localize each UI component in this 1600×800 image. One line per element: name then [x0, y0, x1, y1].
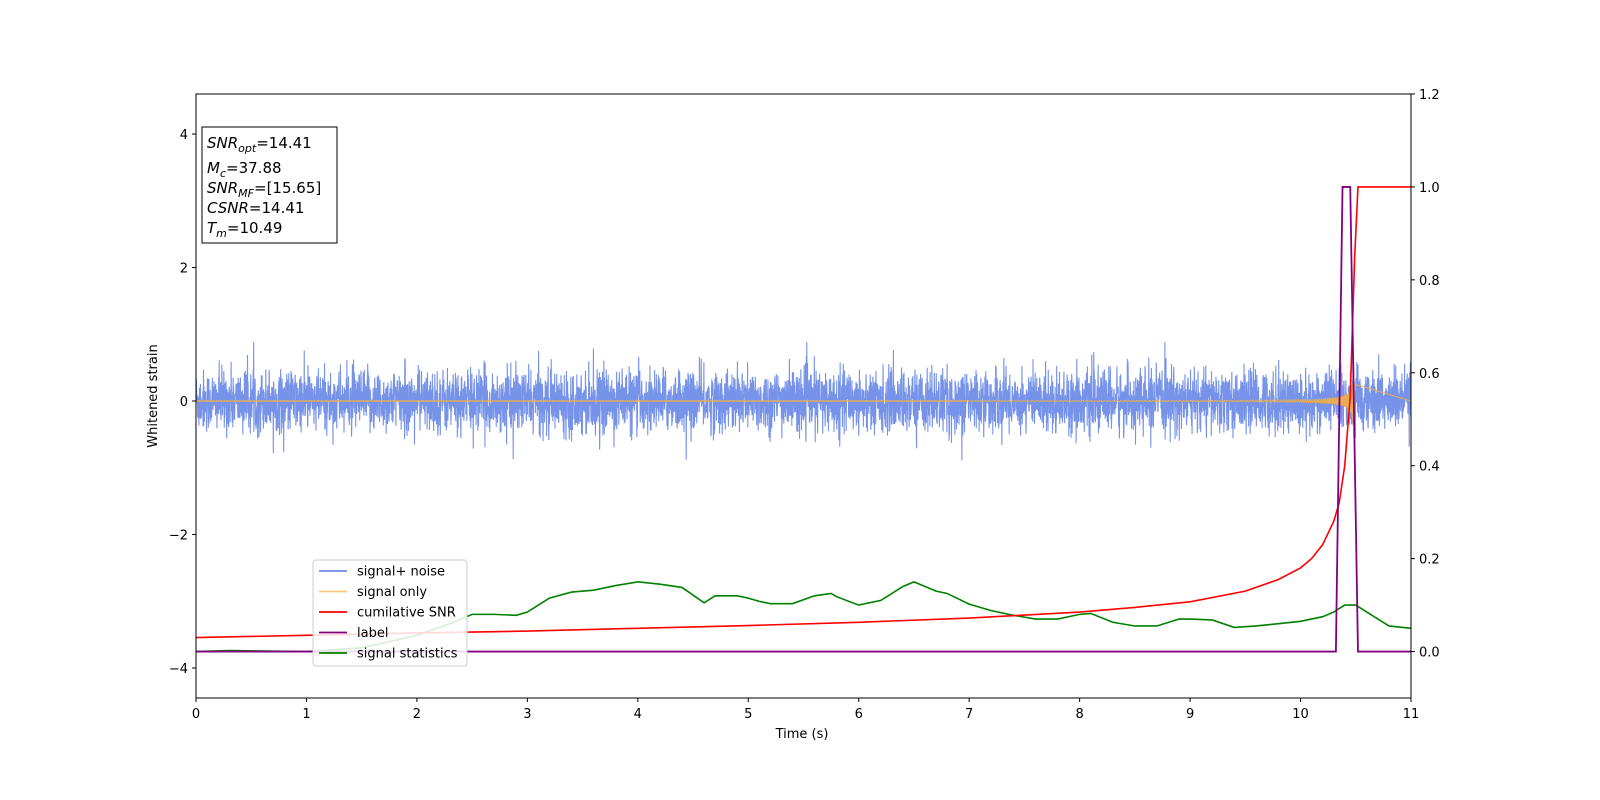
y2-tick-label: 0.4: [1419, 460, 1440, 475]
x-tick-label: 3: [523, 707, 531, 722]
y-tick-label: 2: [180, 262, 188, 277]
series-signal-statistics: [196, 580, 1411, 653]
x-axis: 0 1 2 3 4 5 6 7 8 9 10 11: [192, 698, 1419, 722]
x-tick-label: 0: [192, 707, 200, 722]
legend-label: cumilative SNR: [357, 606, 456, 621]
series-cumulative-snr: [196, 186, 1411, 639]
y-tick-label: 0: [180, 395, 188, 410]
y-axis-right: 0.0 0.2 0.4 0.6 0.8 1.0 1.2: [1411, 88, 1440, 661]
annotation-snr-opt: SNRopt=14.41: [207, 134, 312, 155]
series-layer: [196, 186, 1411, 653]
x-tick-label: 9: [1186, 707, 1194, 722]
y-tick-label: 4: [180, 128, 188, 143]
series-signal-noise: [196, 342, 1411, 461]
y2-tick-label: 0.6: [1419, 367, 1440, 382]
annotation-snr-mf: SNRMF=[15.65]: [207, 179, 321, 200]
x-tick-label: 10: [1292, 707, 1309, 722]
legend: signal+ noise signal only cumilative SNR la…: [312, 559, 468, 667]
legend-label: signal+ noise: [357, 565, 445, 580]
series-signal-only: [969, 362, 1411, 439]
x-tick-label: 4: [634, 707, 642, 722]
annotation-csnr: CSNR=14.41: [207, 199, 304, 217]
annotation-mc: Mc=37.88: [207, 159, 282, 180]
annotation-tm: Tm=10.49: [207, 219, 282, 240]
legend-label: signal statistics: [357, 647, 458, 662]
y-tick-label: −4: [169, 662, 188, 677]
plot-frame: [195, 93, 1412, 699]
y2-tick-label: 0.2: [1419, 553, 1440, 568]
x-tick-label: 11: [1403, 707, 1420, 722]
legend-frame: [312, 559, 468, 667]
y-axis-left: −4 −2 0 2 4: [169, 128, 196, 677]
x-tick-label: 5: [744, 707, 752, 722]
x-tick-label: 6: [855, 707, 863, 722]
legend-label: signal only: [357, 585, 427, 600]
x-tick-label: 8: [1075, 707, 1083, 722]
series-label: [196, 186, 1411, 653]
x-tick-label: 7: [965, 707, 973, 722]
y2-tick-label: 0.0: [1419, 646, 1440, 661]
y2-tick-label: 1.0: [1419, 181, 1440, 196]
y-axis-label: Whitened strain: [146, 344, 161, 447]
x-tick-label: 2: [413, 707, 421, 722]
y2-tick-label: 0.8: [1419, 274, 1440, 289]
legend-label: label: [357, 626, 388, 641]
y2-tick-label: 1.2: [1419, 88, 1440, 103]
y-tick-label: −2: [169, 528, 188, 543]
annotation-box: SNRopt=14.41 Mc=37.88 SNRMF=[15.65] CSNR…: [201, 126, 338, 244]
x-axis-label: Time (s): [775, 727, 829, 742]
x-tick-label: 1: [302, 707, 310, 722]
